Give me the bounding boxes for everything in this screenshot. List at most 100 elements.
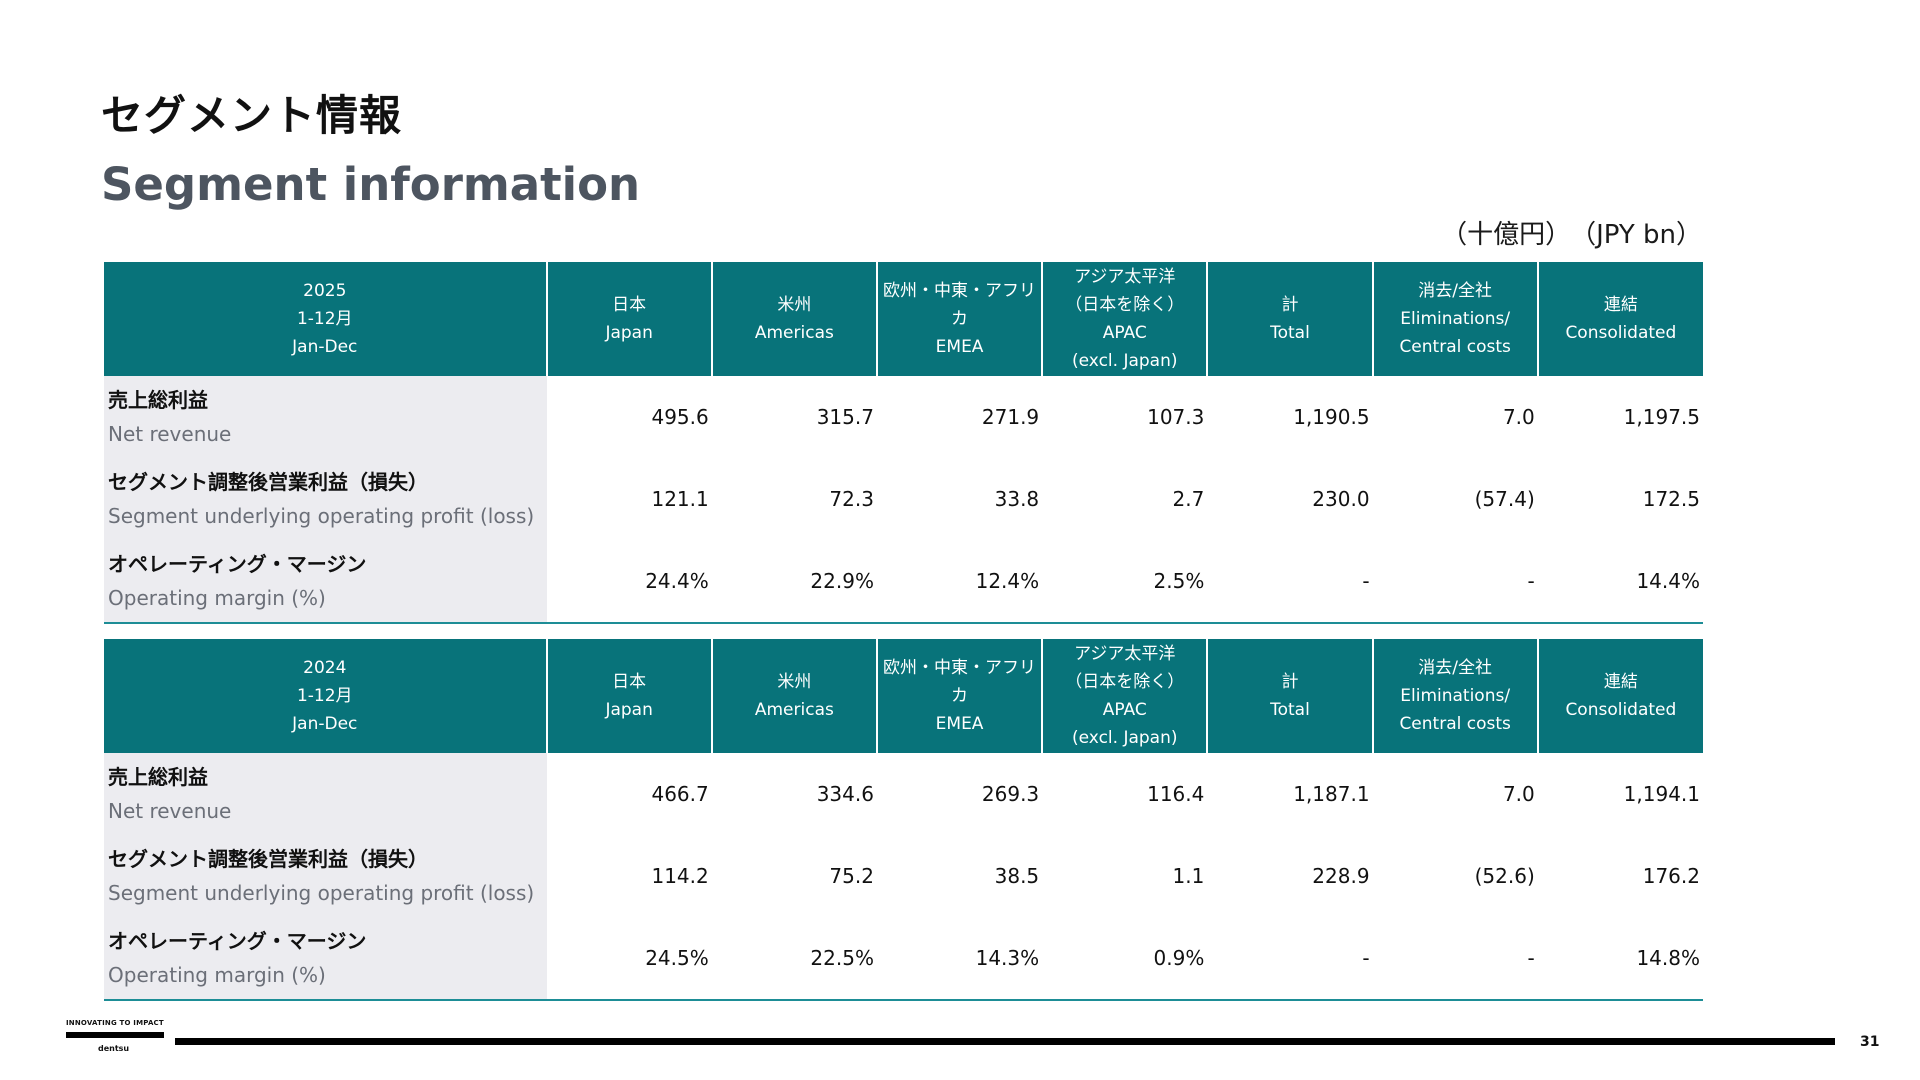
row-label-en: Segment underlying operating profit (los… — [108, 881, 535, 905]
column-header-jp: 日本 — [612, 672, 647, 692]
value-cell: 2.5% — [1042, 540, 1208, 624]
unit-note: （十億円） （JPY bn） — [1429, 214, 1702, 251]
column-header-jp: 消去/全社 — [1418, 281, 1493, 301]
column-header: 欧州・中東・アフリカ EMEA — [875, 639, 1043, 753]
value-cell: 315.7 — [816, 405, 874, 429]
row-label-en: Operating margin (%) — [108, 963, 326, 987]
value-cell: 2.7 — [1172, 487, 1205, 511]
period-header: 2024 1-12月 Jan-Dec — [104, 639, 547, 753]
value-cell: 176.2 — [1642, 864, 1700, 888]
column-header: 米州 Americas — [710, 262, 877, 376]
row-label: 売上総利益 Net revenue — [104, 376, 547, 458]
page-title-en: Segment information — [101, 158, 641, 211]
value-cell: 12.4% — [876, 540, 1043, 624]
table-row: 売上総利益 Net revenue 466.7 334.6 269.3 116.4 1,18… — [104, 753, 1703, 835]
column-header-jp: 米州 — [777, 295, 812, 315]
column-header-en: EMEA — [935, 714, 984, 734]
column-header: 日本 Japan — [545, 639, 712, 753]
footer-tagline: INNOVATING TO IMPACT — [66, 1019, 164, 1027]
value-cell: 1,197.5 — [1623, 405, 1700, 429]
value-cell: 7.0 — [1502, 405, 1535, 429]
period-year: 2025 — [303, 281, 347, 301]
column-header: 消去/全社 Eliminations/Central costs — [1371, 639, 1538, 753]
value-cell: - — [1207, 917, 1373, 1001]
row-label-en: Operating margin (%) — [108, 586, 326, 610]
row-label: セグメント調整後営業利益（損失） Segment underlying opera… — [104, 835, 547, 917]
column-header: 計 Total — [1206, 262, 1373, 376]
column-header-jp: 欧州・中東・アフリカ — [883, 281, 1037, 329]
row-label-jp: 売上総利益 — [108, 765, 208, 789]
column-header: 消去/全社 Eliminations/Central costs — [1371, 262, 1538, 376]
value-cell: 75.2 — [829, 864, 874, 888]
value-cell: 24.4% — [546, 540, 712, 624]
column-header: 日本 Japan — [545, 262, 712, 376]
row-label-en: Net revenue — [108, 799, 232, 823]
column-header: 計 Total — [1206, 639, 1373, 753]
table-row: セグメント調整後営業利益（損失） Segment underlying opera… — [104, 835, 1703, 917]
row-label-jp: オペレーティング・マージン — [108, 929, 367, 953]
column-header-en: APAC — [1102, 700, 1147, 720]
table-row: セグメント調整後営業利益（損失） Segment underlying opera… — [104, 458, 1703, 540]
column-header: 連結 Consolidated — [1536, 639, 1703, 753]
column-header-jp: 計 — [1281, 295, 1299, 315]
value-cell: 22.5% — [711, 917, 877, 1001]
row-label-en: Net revenue — [108, 422, 232, 446]
value-cell: 495.6 — [651, 405, 709, 429]
column-header-jp: 日本 — [612, 295, 647, 315]
value-cell: 230.0 — [1312, 487, 1370, 511]
column-header-en-sub: (excl. Japan) — [1072, 351, 1178, 371]
value-cell: 271.9 — [981, 405, 1040, 429]
column-header-en-sub: Central costs — [1399, 714, 1511, 734]
unit-en: （JPY bn） — [1583, 220, 1702, 250]
period-header: 2025 1-12月 Jan-Dec — [104, 262, 547, 376]
value-cell: 22.9% — [711, 540, 877, 624]
footer-brand-bar — [66, 1032, 164, 1038]
column-header-en: Consolidated — [1565, 323, 1677, 343]
column-header-jp: アジア太平洋 — [1074, 267, 1176, 287]
value-cell: 7.0 — [1502, 782, 1535, 806]
value-cell: 72.3 — [829, 487, 874, 511]
value-cell: 107.3 — [1147, 405, 1205, 429]
value-cell: - — [1372, 540, 1538, 624]
column-header: 米州 Americas — [710, 639, 877, 753]
column-header-en: Consolidated — [1565, 700, 1677, 720]
table-row: オペレーティング・マージン Operating margin (%) 24.4% 22… — [104, 540, 1703, 624]
value-cell: 228.9 — [1312, 864, 1370, 888]
table-row: 売上総利益 Net revenue 495.6 315.7 271.9 107.3 1,19… — [104, 376, 1703, 458]
row-label-jp: セグメント調整後営業利益（損失） — [108, 847, 428, 871]
value-cell: - — [1207, 540, 1373, 624]
column-header-en: Japan — [605, 700, 653, 720]
column-header-jp: 消去/全社 — [1418, 658, 1493, 678]
column-header-en: Total — [1270, 700, 1310, 720]
period-months-en: Jan-Dec — [292, 337, 358, 357]
page-number: 31 — [1860, 1034, 1880, 1050]
column-header-jp-sub: （日本を除く） — [1065, 295, 1185, 315]
value-cell: 38.5 — [994, 864, 1040, 888]
value-cell: 121.1 — [651, 487, 709, 511]
row-label-jp: 売上総利益 — [108, 388, 208, 412]
column-header-jp: アジア太平洋 — [1074, 644, 1176, 664]
column-header-jp: 欧州・中東・アフリカ — [883, 658, 1037, 706]
value-cell: 24.5% — [546, 917, 712, 1001]
value-cell: 116.4 — [1147, 782, 1205, 806]
column-header-en: Americas — [754, 700, 834, 720]
value-cell: 466.7 — [651, 782, 709, 806]
column-header-en: Eliminations/ — [1400, 309, 1511, 329]
column-header-en: APAC — [1102, 323, 1147, 343]
value-cell: 1,190.5 — [1293, 405, 1370, 429]
value-cell: 14.3% — [876, 917, 1043, 1001]
column-header: アジア太平洋 （日本を除く） APAC (excl. Japan) — [1041, 639, 1208, 753]
page-title-jp: セグメント情報 — [101, 91, 403, 140]
table-header-row: 2024 1-12月 Jan-Dec 日本 Japan 米州 Americas 欧州・中東・ア… — [104, 639, 1703, 753]
row-label: オペレーティング・マージン Operating margin (%) — [104, 917, 547, 1001]
row-label: 売上総利益 Net revenue — [104, 753, 547, 835]
value-cell: 114.2 — [651, 864, 709, 888]
period-months-jp: 1-12月 — [296, 309, 353, 329]
column-header: 連結 Consolidated — [1536, 262, 1703, 376]
value-cell: 334.6 — [816, 782, 874, 806]
dentsu-logo: dentsu — [98, 1044, 130, 1053]
value-cell: 269.3 — [981, 782, 1040, 806]
row-label: セグメント調整後営業利益（損失） Segment underlying opera… — [104, 458, 547, 540]
unit-jp: （十億円） — [1441, 220, 1572, 250]
period-months-en: Jan-Dec — [292, 714, 358, 734]
